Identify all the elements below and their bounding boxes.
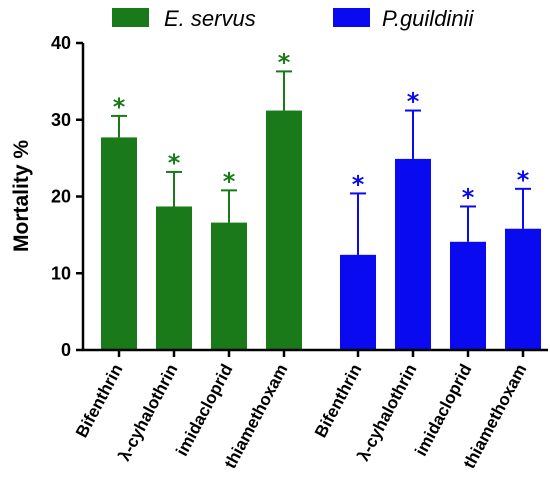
significance-star: *: [407, 88, 420, 116]
bar: [101, 137, 137, 350]
bar: [211, 222, 247, 350]
y-tick-label: 20: [51, 187, 71, 207]
x-tick-label: imidacloprid: [172, 361, 236, 459]
bar: [266, 110, 302, 350]
significance-star: *: [113, 93, 126, 121]
legend: E. servus P.guildinii: [112, 6, 474, 31]
bar: [450, 241, 486, 350]
significance-star: *: [462, 183, 475, 211]
bar: [340, 254, 376, 350]
y-tick-label: 10: [51, 263, 71, 283]
bar: [156, 206, 192, 350]
x-tick-label: λ-cyhalothrin: [354, 361, 421, 464]
y-tick-label: 0: [61, 340, 71, 360]
significance-star: *: [517, 166, 530, 194]
legend-label: P.guildinii: [382, 6, 474, 31]
y-tick-label: 30: [51, 110, 71, 130]
y-tick-label: 40: [51, 33, 71, 53]
significance-star: *: [223, 167, 236, 195]
y-axis-title: Mortality %: [10, 140, 33, 252]
bars-layer: * * * * * * * *: [101, 48, 541, 350]
x-tick-label: Bifenthrin: [311, 361, 365, 441]
bar: [395, 158, 431, 350]
x-tick-label: imidacloprid: [411, 361, 475, 459]
x-tick-label: Bifenthrin: [72, 361, 126, 441]
legend-swatch: [333, 8, 370, 27]
x-tick-label: λ-cyhalothrin: [115, 361, 182, 464]
significance-star: *: [168, 149, 181, 177]
legend-label: E. servus: [164, 6, 256, 31]
bar: [505, 228, 541, 350]
significance-star: *: [352, 170, 365, 198]
significance-star: *: [278, 48, 291, 76]
legend-swatch: [112, 8, 149, 27]
